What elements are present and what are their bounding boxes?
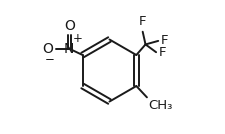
Text: N: N bbox=[64, 42, 74, 56]
Text: CH₃: CH₃ bbox=[148, 99, 172, 112]
Text: O: O bbox=[42, 42, 53, 56]
Text: F: F bbox=[158, 46, 165, 59]
Text: F: F bbox=[138, 15, 146, 28]
Text: +: + bbox=[73, 32, 83, 45]
Text: O: O bbox=[63, 19, 74, 33]
Text: −: − bbox=[45, 53, 55, 66]
Text: F: F bbox=[160, 34, 168, 47]
